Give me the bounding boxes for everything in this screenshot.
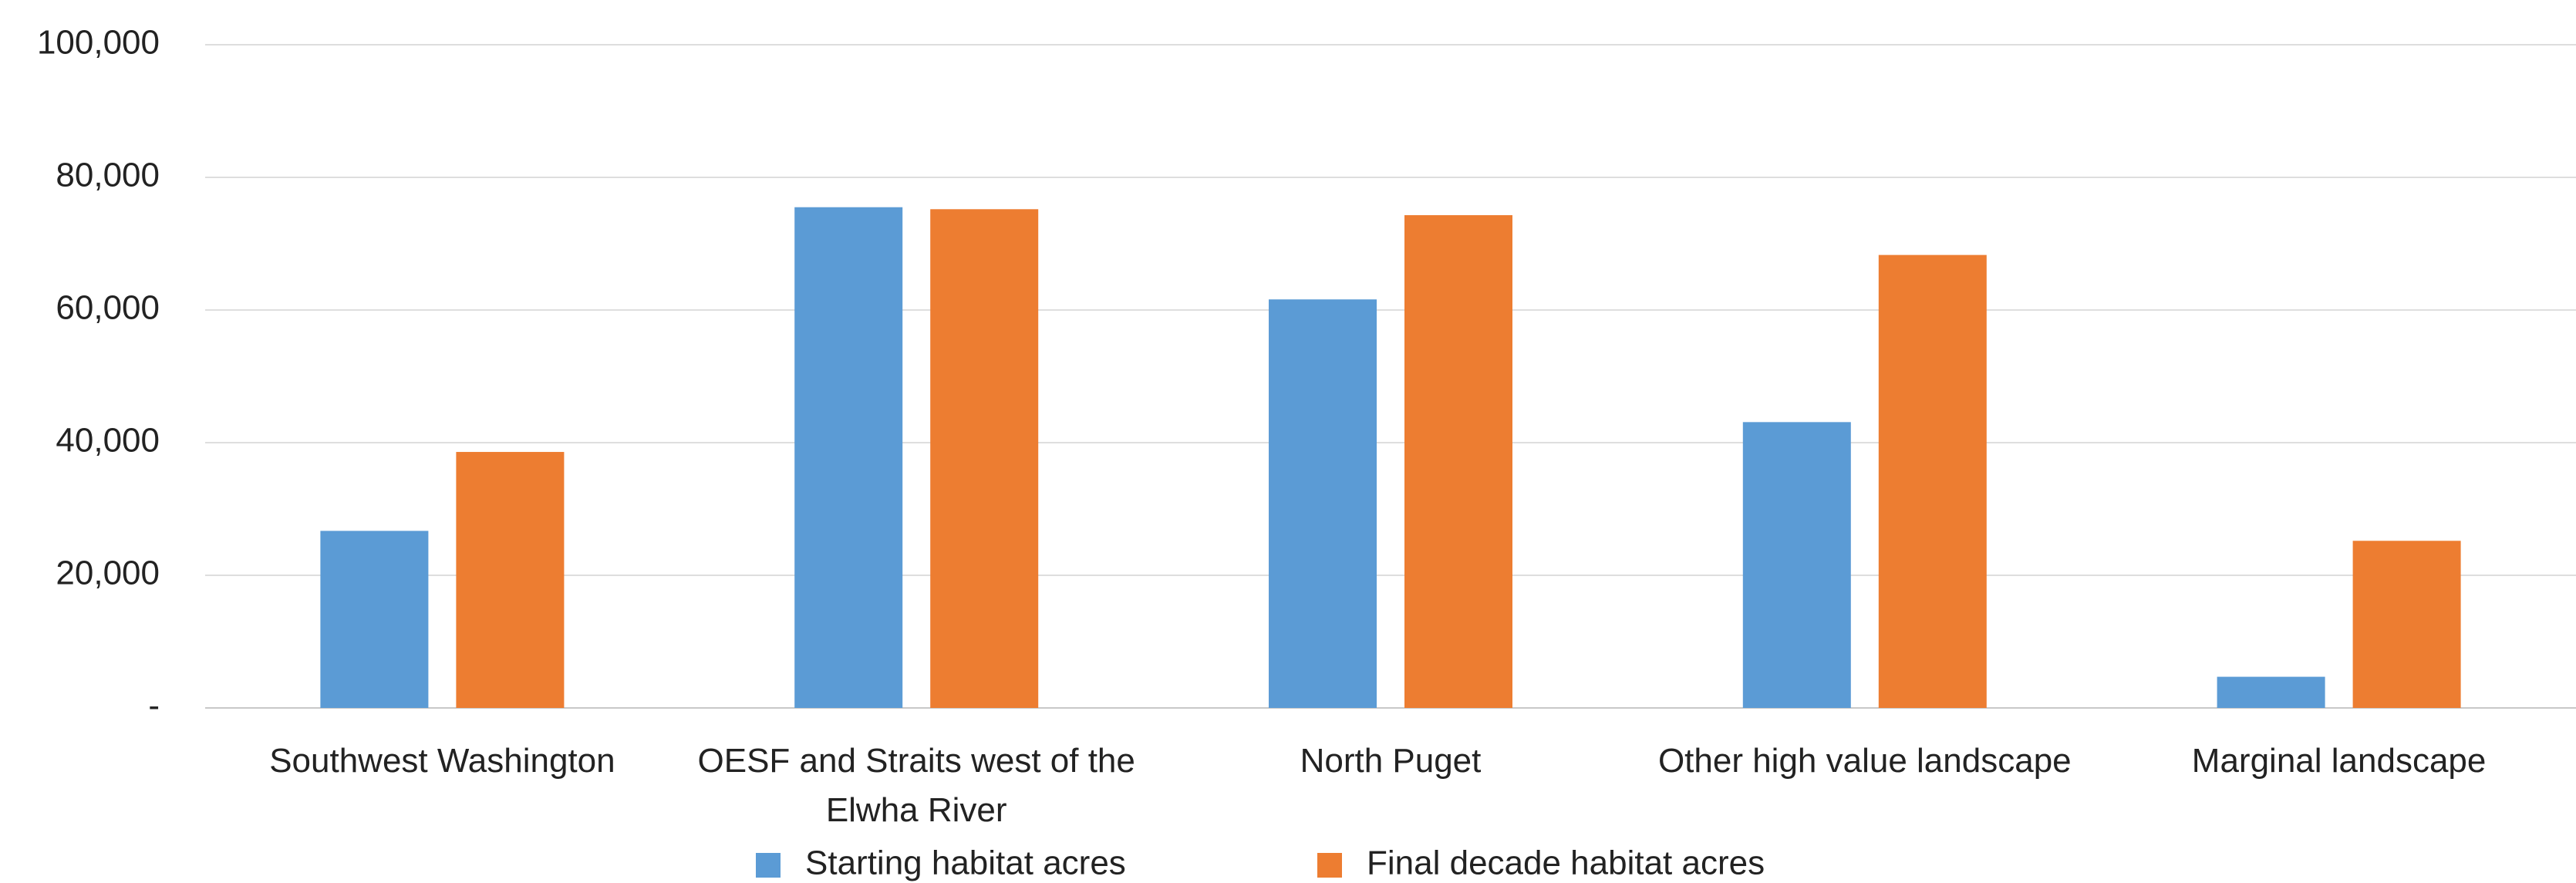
bar [1404,215,1512,708]
bar [320,531,429,708]
bar [794,207,903,708]
x-tick-label: North Puget [1300,742,1482,780]
bar [1742,422,1851,708]
bar [1269,299,1377,708]
y-tick-label: 80,000 [56,157,160,194]
x-tick-label: Other high value landscape [1657,742,2072,780]
x-tick-label: Southwest Washington [269,742,615,780]
x-tick-label: OESF and Straits west of the Elwha River [697,742,1135,829]
bar [2352,541,2461,708]
bar [2217,676,2325,708]
legend-label: Starting habitat acres [805,844,1126,882]
bar [456,452,565,708]
legend-label: Final decade habitat acres [1367,844,1765,882]
x-tick-label: Marginal landscape [2191,742,2487,780]
y-tick-label: 60,000 [56,289,160,327]
y-tick-label: - [148,687,160,725]
legend-swatch [756,853,781,878]
bar [1878,254,1987,708]
y-tick-label: 40,000 [56,422,160,460]
legend-swatch [1317,853,1342,878]
bar [930,209,1039,708]
y-tick-label: 20,000 [56,554,160,592]
y-tick-label: 100,000 [37,24,160,62]
